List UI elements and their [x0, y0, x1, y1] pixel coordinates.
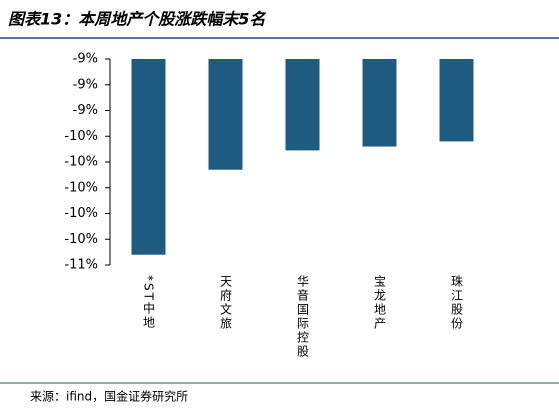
- y-tick-label: -9%: [73, 103, 98, 118]
- x-tick-label: 华音国际控股: [296, 275, 310, 359]
- chart-title: 图表13：本周地产个股涨跌幅末5名: [8, 10, 266, 29]
- x-tick-label: 珠江股份: [450, 275, 464, 331]
- y-tick-label: -10%: [64, 206, 98, 221]
- bar: [439, 59, 474, 142]
- y-tick-label: -9%: [73, 77, 98, 92]
- x-tick-label: *ST中地: [142, 275, 156, 330]
- y-tick-label: -9%: [73, 52, 98, 67]
- y-tick-label: -10%: [64, 129, 98, 144]
- x-tick-label: 宝龙地产: [373, 275, 387, 331]
- bar: [285, 59, 320, 151]
- y-tick-label: -11%: [64, 258, 98, 273]
- bar: [362, 59, 397, 147]
- y-tick-label: -10%: [64, 155, 98, 170]
- source: 来源：ifind，国金证券研究所: [30, 389, 188, 404]
- y-tick-label: -10%: [64, 232, 98, 247]
- bar: [208, 59, 243, 170]
- y-tick-label: -10%: [64, 180, 98, 195]
- bar: [131, 59, 166, 255]
- x-tick-label: 天府文旅: [219, 275, 233, 331]
